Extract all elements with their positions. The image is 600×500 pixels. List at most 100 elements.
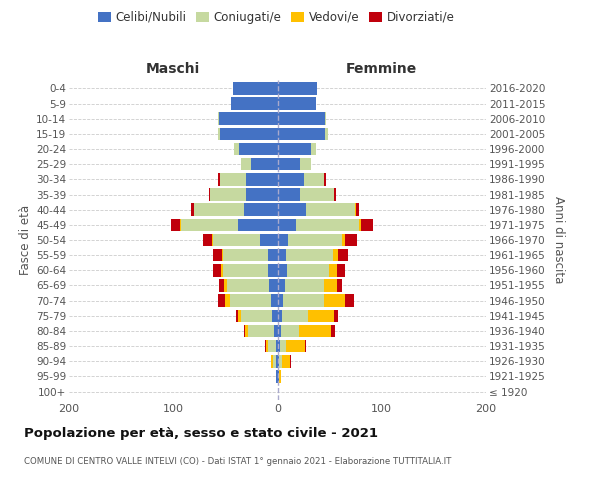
Bar bbox=[329, 264, 337, 276]
Bar bbox=[345, 294, 353, 307]
Bar bbox=[251, 158, 277, 170]
Bar bbox=[277, 355, 278, 368]
Bar bbox=[305, 204, 355, 216]
Bar bbox=[223, 249, 268, 262]
Bar bbox=[238, 310, 241, 322]
Bar bbox=[325, 128, 328, 140]
Bar bbox=[277, 158, 301, 170]
Bar bbox=[280, 340, 286, 352]
Bar bbox=[212, 234, 213, 246]
Bar bbox=[277, 325, 281, 337]
Legend: Celibi/Nubili, Coniugati/e, Vedovi/e, Divorziati/e: Celibi/Nubili, Coniugati/e, Vedovi/e, Di… bbox=[95, 8, 457, 26]
Bar bbox=[269, 280, 277, 291]
Bar bbox=[334, 310, 338, 322]
Bar bbox=[179, 218, 181, 231]
Bar bbox=[304, 173, 325, 186]
Bar bbox=[277, 264, 287, 276]
Bar bbox=[325, 112, 326, 125]
Bar bbox=[286, 340, 305, 352]
Bar bbox=[194, 204, 244, 216]
Bar bbox=[277, 218, 296, 231]
Bar bbox=[338, 249, 349, 262]
Bar bbox=[245, 325, 248, 337]
Bar bbox=[281, 355, 290, 368]
Bar bbox=[277, 370, 278, 382]
Bar bbox=[337, 264, 345, 276]
Bar bbox=[333, 249, 338, 262]
Bar bbox=[271, 355, 274, 368]
Bar bbox=[274, 325, 277, 337]
Bar bbox=[299, 325, 331, 337]
Bar bbox=[277, 82, 317, 94]
Bar bbox=[218, 294, 226, 307]
Bar bbox=[227, 280, 269, 291]
Bar bbox=[209, 188, 210, 200]
Bar bbox=[268, 264, 277, 276]
Bar bbox=[274, 355, 277, 368]
Bar bbox=[337, 280, 342, 291]
Bar bbox=[325, 294, 345, 307]
Bar bbox=[283, 294, 325, 307]
Bar bbox=[290, 355, 291, 368]
Bar bbox=[221, 264, 223, 276]
Y-axis label: Fasce di età: Fasce di età bbox=[19, 205, 32, 275]
Bar bbox=[308, 310, 334, 322]
Bar bbox=[277, 112, 325, 125]
Bar bbox=[218, 112, 219, 125]
Text: COMUNE DI CENTRO VALLE INTELVI (CO) - Dati ISTAT 1° gennaio 2021 - Elaborazione : COMUNE DI CENTRO VALLE INTELVI (CO) - Da… bbox=[24, 458, 451, 466]
Bar bbox=[238, 218, 277, 231]
Bar bbox=[277, 249, 286, 262]
Bar bbox=[281, 310, 308, 322]
Text: Femmine: Femmine bbox=[346, 62, 418, 76]
Bar bbox=[331, 325, 335, 337]
Text: Maschi: Maschi bbox=[146, 62, 200, 76]
Bar bbox=[230, 98, 277, 110]
Bar bbox=[277, 143, 311, 155]
Bar bbox=[359, 218, 361, 231]
Bar bbox=[277, 294, 283, 307]
Bar bbox=[277, 98, 316, 110]
Bar bbox=[181, 218, 238, 231]
Bar bbox=[265, 340, 266, 352]
Bar bbox=[213, 249, 222, 262]
Bar bbox=[226, 294, 230, 307]
Bar bbox=[234, 143, 239, 155]
Bar bbox=[277, 234, 288, 246]
Bar bbox=[311, 143, 316, 155]
Bar bbox=[246, 188, 277, 200]
Bar bbox=[271, 294, 277, 307]
Bar bbox=[210, 188, 246, 200]
Bar bbox=[325, 173, 326, 186]
Bar bbox=[334, 188, 336, 200]
Bar bbox=[287, 264, 329, 276]
Bar bbox=[342, 234, 345, 246]
Bar bbox=[355, 204, 356, 216]
Bar bbox=[301, 158, 311, 170]
Bar bbox=[272, 310, 277, 322]
Bar bbox=[236, 310, 238, 322]
Bar bbox=[277, 128, 325, 140]
Bar bbox=[241, 158, 251, 170]
Bar bbox=[277, 173, 304, 186]
Bar bbox=[213, 234, 260, 246]
Bar bbox=[268, 249, 277, 262]
Bar bbox=[246, 173, 277, 186]
Bar bbox=[345, 234, 357, 246]
Bar bbox=[191, 204, 194, 216]
Bar bbox=[296, 218, 359, 231]
Bar bbox=[278, 370, 281, 382]
Bar bbox=[171, 218, 179, 231]
Bar bbox=[218, 128, 220, 140]
Bar bbox=[285, 280, 325, 291]
Bar bbox=[277, 188, 301, 200]
Bar bbox=[219, 280, 224, 291]
Bar bbox=[224, 280, 227, 291]
Bar bbox=[220, 173, 246, 186]
Bar bbox=[277, 340, 280, 352]
Bar bbox=[286, 249, 333, 262]
Bar bbox=[230, 294, 271, 307]
Bar bbox=[361, 218, 373, 231]
Bar bbox=[233, 82, 277, 94]
Bar bbox=[281, 325, 299, 337]
Bar bbox=[277, 310, 281, 322]
